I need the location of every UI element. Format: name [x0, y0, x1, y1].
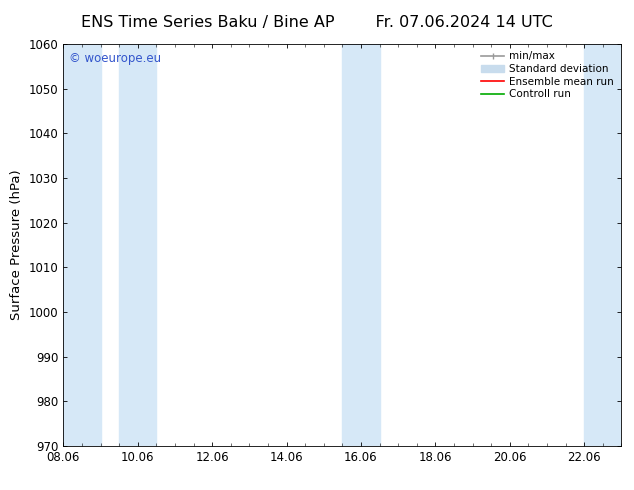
Y-axis label: Surface Pressure (hPa): Surface Pressure (hPa) [10, 170, 23, 320]
Legend: min/max, Standard deviation, Ensemble mean run, Controll run: min/max, Standard deviation, Ensemble me… [479, 49, 616, 101]
Bar [584, 44, 621, 446]
Text: ENS Time Series Baku / Bine AP        Fr. 07.06.2024 14 UTC: ENS Time Series Baku / Bine AP Fr. 07.06… [81, 15, 553, 30]
Bar [342, 44, 380, 446]
Text: © woeurope.eu: © woeurope.eu [69, 52, 161, 65]
Bar [119, 44, 157, 446]
Bar [63, 44, 101, 446]
